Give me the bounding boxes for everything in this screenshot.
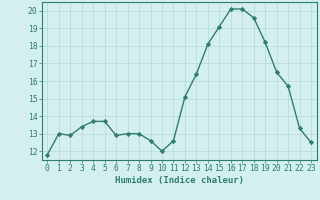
X-axis label: Humidex (Indice chaleur): Humidex (Indice chaleur) [115,176,244,185]
